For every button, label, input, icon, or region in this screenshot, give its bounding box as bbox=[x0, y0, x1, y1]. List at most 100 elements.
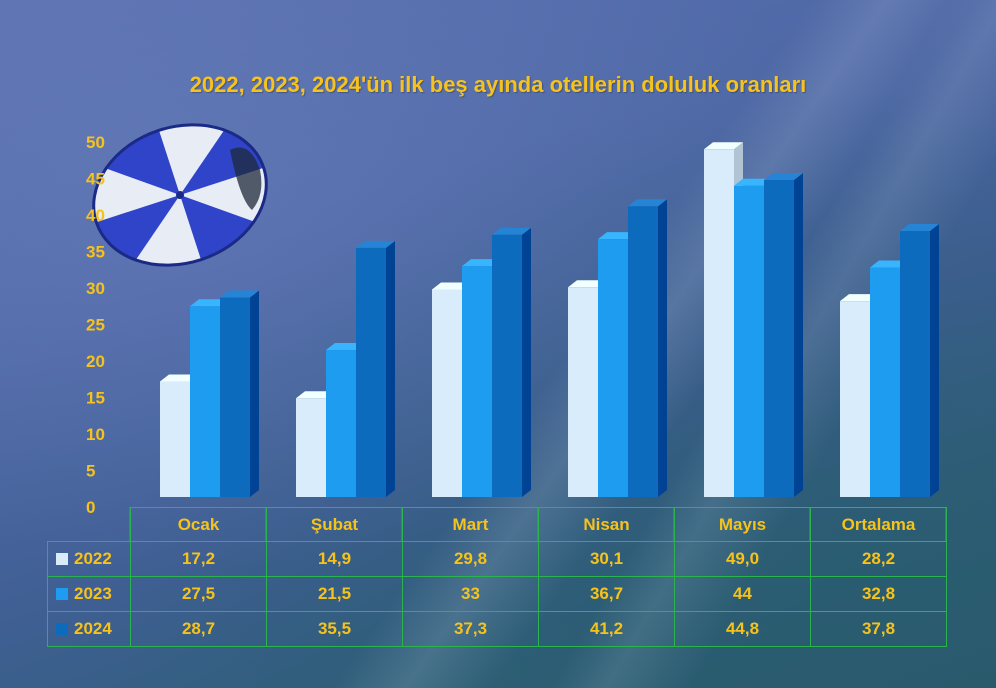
table-cell: 14,9 bbox=[266, 541, 403, 577]
y-tick-label: 30 bbox=[86, 279, 105, 298]
y-tick-label: 40 bbox=[86, 206, 105, 225]
bar-front bbox=[628, 206, 658, 498]
table-cell: 21,5 bbox=[266, 576, 403, 612]
bar-side bbox=[794, 172, 803, 497]
beach-umbrella-image bbox=[92, 123, 268, 267]
bar-top bbox=[190, 299, 229, 307]
bar-top bbox=[356, 240, 395, 248]
table-cell: 30,1 bbox=[538, 541, 675, 577]
legend-swatch-2022 bbox=[56, 553, 68, 565]
table-cell: 44,8 bbox=[674, 611, 811, 647]
bar-front bbox=[568, 287, 598, 497]
table-cell: 17,2 bbox=[130, 541, 267, 577]
chart-title: 2022, 2023, 2024'ün ilk beş ayında otell… bbox=[189, 72, 807, 97]
bar-front bbox=[900, 231, 930, 497]
table-row: 2024 28,7 35,5 37,3 41,2 44,8 37,8 bbox=[47, 611, 947, 647]
bar-front bbox=[190, 306, 220, 497]
bar bbox=[492, 227, 531, 497]
bar-top bbox=[704, 142, 743, 150]
column-header: Ortalama bbox=[810, 507, 947, 542]
table-cell: 28,7 bbox=[130, 611, 267, 647]
bar-front bbox=[704, 149, 734, 498]
bar-front bbox=[492, 234, 522, 497]
bar-side bbox=[250, 290, 259, 497]
bar-top bbox=[568, 280, 607, 288]
bar-side bbox=[386, 240, 395, 497]
bars-group bbox=[160, 142, 939, 498]
bar-front bbox=[220, 297, 250, 497]
bar-front bbox=[840, 301, 870, 497]
table-cell: 27,5 bbox=[130, 576, 267, 612]
bar-top bbox=[870, 260, 909, 268]
table-cell: 41,2 bbox=[538, 611, 675, 647]
bar bbox=[628, 199, 667, 498]
bar-front bbox=[326, 350, 356, 497]
column-header: Şubat bbox=[266, 507, 403, 542]
bar-top bbox=[628, 199, 667, 207]
legend-label: 2024 bbox=[74, 619, 112, 638]
bar bbox=[356, 240, 395, 497]
column-header: Nisan bbox=[538, 507, 675, 542]
bar-front bbox=[432, 289, 462, 497]
column-header: Ocak bbox=[130, 507, 267, 542]
column-header: Mayıs bbox=[674, 507, 811, 542]
table-cell: 36,7 bbox=[538, 576, 675, 612]
table-cell: 49,0 bbox=[674, 541, 811, 577]
bar-top bbox=[432, 282, 471, 290]
table-row: 2023 27,5 21,5 33 36,7 44 32,8 bbox=[47, 576, 947, 612]
legend-label: 2022 bbox=[74, 549, 112, 568]
y-tick-label: 20 bbox=[86, 352, 105, 371]
table-cell: 37,3 bbox=[402, 611, 539, 647]
table-row: 2022 17,2 14,9 29,8 30,1 49,0 28,2 bbox=[47, 541, 947, 577]
y-tick-label: 10 bbox=[86, 425, 105, 444]
table-cell: 44 bbox=[674, 576, 811, 612]
bar-front bbox=[296, 398, 326, 497]
bar-top bbox=[840, 294, 879, 302]
bar-front bbox=[462, 266, 492, 497]
y-tick-label: 15 bbox=[86, 389, 105, 408]
bar-front bbox=[160, 381, 190, 497]
bar-front bbox=[356, 247, 386, 497]
bar-front bbox=[598, 239, 628, 497]
column-header: Mart bbox=[402, 507, 539, 542]
bar-top bbox=[296, 391, 335, 399]
bar-top bbox=[326, 343, 365, 351]
y-tick-label: 50 bbox=[86, 133, 105, 152]
bar-top bbox=[160, 374, 199, 382]
y-tick-label: 35 bbox=[86, 243, 105, 262]
bar-top bbox=[734, 178, 773, 186]
bar bbox=[220, 290, 259, 497]
table-cell: 37,8 bbox=[810, 611, 947, 647]
bar-top bbox=[220, 290, 259, 298]
bar-front bbox=[764, 179, 794, 497]
table-header-row: Ocak Şubat Mart Nisan Mayıs Ortalama bbox=[47, 507, 947, 542]
table-cell: 35,5 bbox=[266, 611, 403, 647]
bar-side bbox=[522, 227, 531, 497]
legend-label: 2023 bbox=[74, 584, 112, 603]
bar bbox=[900, 224, 939, 497]
bar-front bbox=[734, 185, 764, 498]
bar-side bbox=[930, 224, 939, 497]
table-cell: 28,2 bbox=[810, 541, 947, 577]
table-corner bbox=[47, 507, 131, 542]
bar-top bbox=[598, 232, 637, 240]
table-cell: 32,8 bbox=[810, 576, 947, 612]
bar-side bbox=[658, 199, 667, 498]
bar-top bbox=[462, 259, 501, 267]
bar bbox=[764, 172, 803, 497]
legend-entry-2022: 2022 bbox=[47, 541, 131, 577]
table-cell: 29,8 bbox=[402, 541, 539, 577]
bar-front bbox=[870, 267, 900, 497]
y-tick-label: 5 bbox=[86, 462, 95, 481]
table-cell: 33 bbox=[402, 576, 539, 612]
legend-swatch-2024 bbox=[56, 623, 68, 635]
bar-top bbox=[900, 224, 939, 232]
bar-top bbox=[764, 172, 803, 180]
y-tick-label: 25 bbox=[86, 316, 105, 335]
data-table: Ocak Şubat Mart Nisan Mayıs Ortalama 202… bbox=[47, 507, 947, 647]
legend-entry-2023: 2023 bbox=[47, 576, 131, 612]
legend-swatch-2023 bbox=[56, 588, 68, 600]
legend-entry-2024: 2024 bbox=[47, 611, 131, 647]
